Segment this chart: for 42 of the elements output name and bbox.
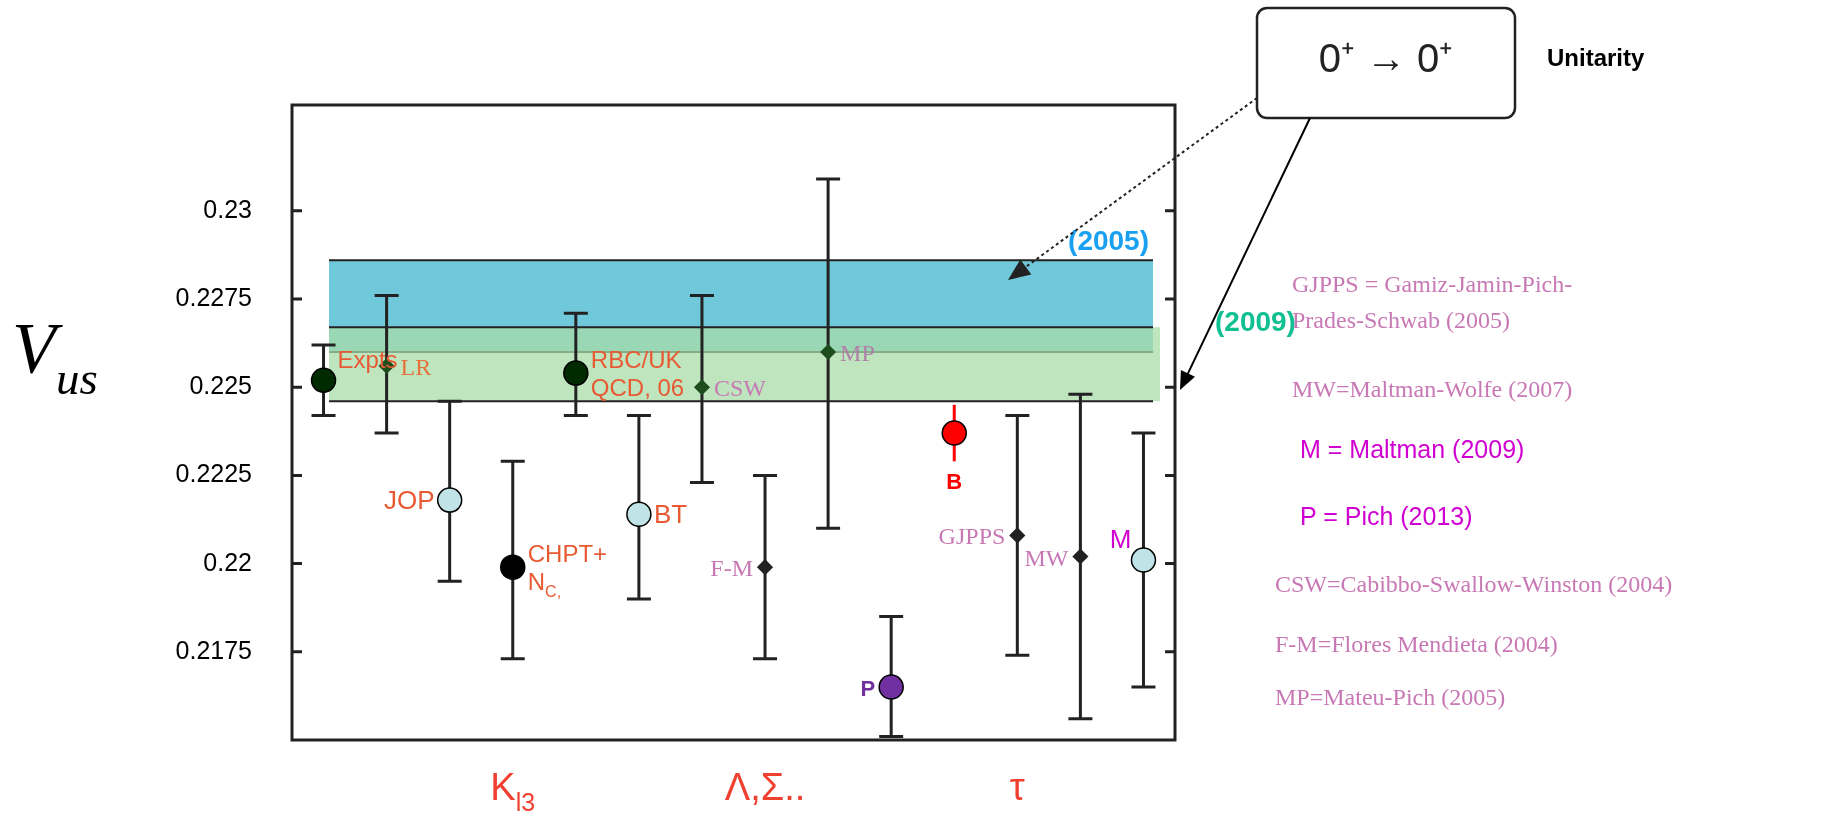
point: [941, 420, 967, 446]
x-tick-label: Λ,Σ..: [724, 766, 806, 808]
point: [757, 559, 773, 575]
point: [1009, 527, 1026, 544]
y-tick-label: 0.2225: [175, 459, 252, 488]
series-label: JOP: [384, 485, 435, 516]
point: [563, 360, 589, 386]
point: [878, 674, 904, 700]
text: MW=Maltman-Wolfe (2007): [1292, 376, 1573, 402]
band-label: (2005): [1068, 225, 1149, 257]
series-label: MW: [1024, 544, 1069, 571]
series-label: B: [946, 469, 963, 495]
series-label: BT: [653, 499, 688, 530]
text: CSW=Cabibbo-Swallow-Winston (2004): [1275, 571, 1673, 597]
point: [1072, 548, 1089, 565]
text: M = Maltman (2009): [1300, 435, 1525, 463]
point: [820, 344, 836, 360]
text: MP=Mateu-Pich (2005): [1275, 684, 1506, 710]
text: 0⁺ → 0⁺: [1318, 36, 1454, 80]
point: [436, 487, 463, 513]
series-label: P: [860, 676, 876, 702]
series-label: LR: [400, 354, 432, 381]
y-tick-label: 0.23: [203, 194, 252, 223]
series-label: CSW: [713, 375, 767, 402]
point: [310, 367, 337, 393]
point: [626, 501, 652, 527]
y-tick-label: 0.2275: [175, 282, 252, 311]
y-tick-label: 0.22: [203, 547, 252, 576]
text: F-M=Flores Mendieta (2004): [1275, 631, 1558, 657]
x-tick-label: τ: [1009, 766, 1025, 808]
point: [500, 554, 526, 580]
series-label: F-M: [710, 555, 754, 582]
series-label: MP: [840, 339, 875, 366]
y-tick-label: 0.2175: [175, 635, 252, 664]
series-label: M: [1109, 524, 1132, 555]
text: P = Pich (2013): [1300, 502, 1473, 530]
point: [1130, 547, 1157, 573]
y-tick-label: 0.225: [189, 371, 252, 400]
text: Unitarity: [1547, 44, 1645, 71]
series-label: RBC/UK QCD, 06: [590, 346, 685, 402]
series-label: GJPPS: [938, 523, 1006, 550]
point: [694, 379, 710, 395]
